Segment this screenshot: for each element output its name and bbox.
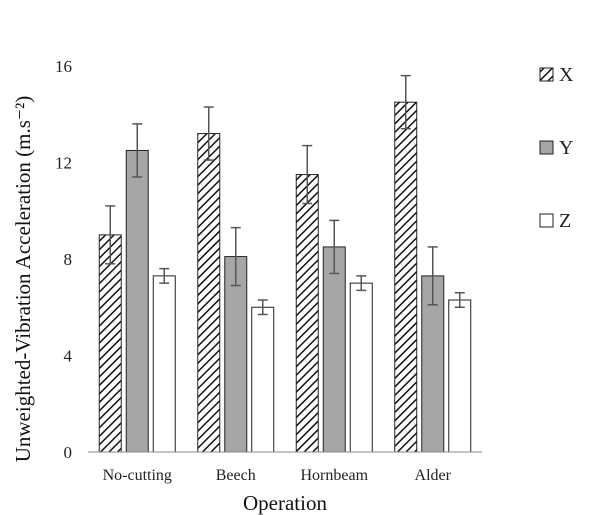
y-tick-label: 8 (64, 250, 73, 269)
bar-x-beech (197, 133, 221, 453)
error-bar (427, 246, 438, 306)
legend-label-x: X (559, 64, 574, 86)
error-bar (329, 219, 340, 275)
error-bar (159, 267, 170, 284)
y-axis-title: Unweighted-Vibration Acceleration (m.s⁻²… (11, 96, 35, 463)
legend-swatch-y (539, 140, 554, 155)
bar-z-alder (448, 299, 472, 453)
error-bar (203, 106, 214, 161)
bar-z-no-cutting (152, 275, 176, 453)
y-tick-label: 16 (55, 57, 72, 76)
error-bar (302, 144, 313, 205)
error-bar (454, 292, 465, 308)
x-tick-label: Beech (216, 467, 256, 484)
error-bar (105, 205, 116, 265)
error-bar (356, 275, 367, 292)
error-bars (105, 74, 465, 316)
legend-swatch-z (539, 213, 554, 228)
error-bar (400, 74, 411, 130)
category-labels: No-cutting Beech Hornbeam Alder (103, 467, 452, 484)
x-tick-label: No-cutting (103, 467, 172, 484)
y-axis-ticks: 0 4 8 12 16 (55, 57, 73, 462)
legend-swatch-x (539, 67, 554, 82)
legend-label-y: Y (559, 137, 573, 159)
x-tick-label: Hornbeam (300, 467, 368, 484)
bars (98, 101, 472, 453)
y-tick-label: 4 (64, 347, 73, 366)
legend: X Y Z (539, 64, 574, 232)
bar-x-no-cutting (98, 234, 122, 453)
legend-label-z: Z (559, 210, 571, 232)
error-bar (230, 226, 241, 287)
bar-y-hornbeam (322, 246, 346, 453)
x-tick-label: Alder (415, 467, 452, 484)
y-tick-label: 12 (55, 154, 72, 173)
bar-x-alder (394, 101, 418, 453)
error-bar (257, 299, 268, 316)
x-axis-title: Operation (243, 491, 327, 515)
error-bar (132, 123, 143, 178)
bar-x-hornbeam (295, 174, 319, 453)
y-tick-label: 0 (64, 443, 73, 462)
bar-y-no-cutting (125, 149, 149, 453)
bar-z-hornbeam (349, 282, 373, 453)
bar-z-beech (251, 306, 275, 453)
